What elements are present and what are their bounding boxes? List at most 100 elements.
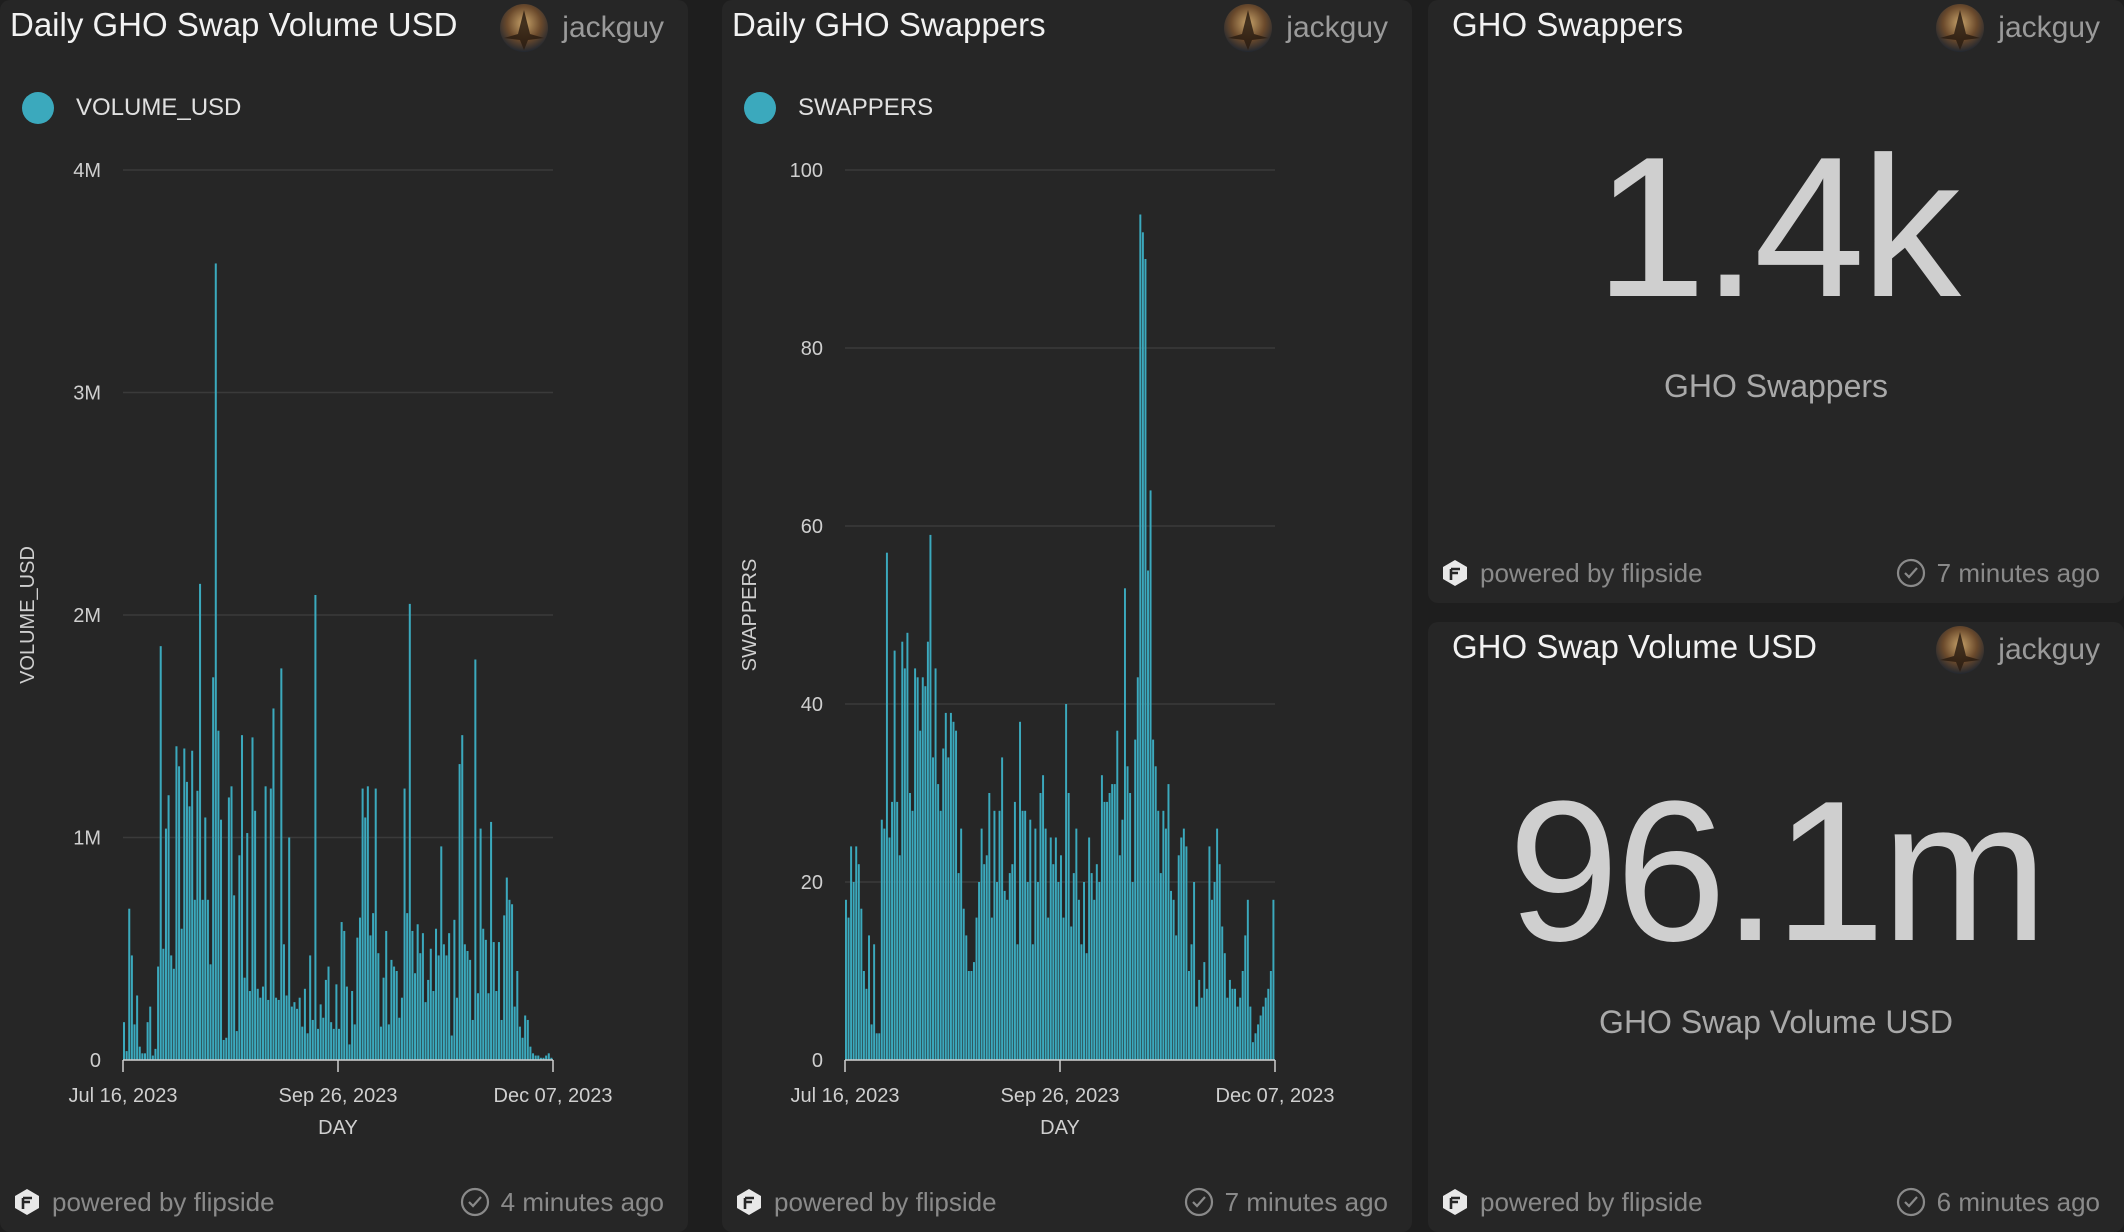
bar [980,828,983,1060]
bar [1144,259,1147,1060]
bar [891,801,894,1060]
bar [455,997,459,1060]
volume-bar-chart[interactable]: 0 1M 2M 3M 4M Jul 16, 2023 Sep 26, 2023 Dec 07,… [0,0,688,1150]
chart-legend[interactable]: VOLUME_USD [22,92,241,124]
bar [164,828,167,1060]
bar [860,908,863,1060]
bar [199,583,202,1060]
bar [893,650,896,1060]
bar [1193,882,1196,1060]
bar [857,864,860,1060]
author[interactable]: jackguy [1936,4,2100,52]
bar [870,1024,873,1060]
bar [1080,944,1083,1060]
bar [1236,1006,1239,1060]
bar [233,895,236,1060]
bar [471,1019,474,1060]
bar [240,735,244,1060]
flipside-logo-icon [1443,1189,1467,1215]
powered-by[interactable]: powered by flipside [734,1187,997,1218]
bar [406,913,409,1060]
author[interactable]: jackguy [1936,626,2100,674]
bar [1019,721,1022,1060]
bar [495,991,498,1060]
bar [513,1006,516,1060]
bar [1054,837,1057,1060]
bar [1008,873,1011,1060]
bar [440,846,443,1060]
bar [1170,890,1173,1060]
bar [143,1053,146,1060]
panel-footer: powered by flipside 4 minutes ago [12,1184,664,1220]
bar [269,788,272,1060]
bar [411,930,414,1060]
bar [862,971,865,1060]
bar [351,991,354,1060]
bar [180,928,183,1060]
bar [345,986,348,1060]
bar [1159,873,1162,1060]
bar [949,712,952,1060]
legend-label: SWAPPERS [798,94,934,121]
bar [466,950,469,1060]
bar [395,971,398,1060]
bar [141,1053,144,1060]
author[interactable]: jackguy [500,4,664,52]
bar [254,810,257,1060]
bar [393,966,396,1060]
bar [1103,801,1106,1060]
bar [1077,899,1080,1060]
bar [484,939,487,1060]
bar [340,922,343,1060]
bar [193,899,196,1060]
powered-by[interactable]: powered by flipside [12,1187,275,1218]
bar [442,944,445,1060]
powered-by[interactable]: powered by flipside [1440,558,1703,589]
bar [400,997,403,1060]
bar [865,988,868,1060]
bar [408,603,411,1061]
bar [445,955,448,1060]
bar [932,757,934,1060]
bar [1021,810,1024,1060]
bar [1241,971,1244,1060]
bar [188,806,191,1060]
bar [521,1037,524,1060]
bar [975,917,978,1060]
bar [1108,793,1111,1060]
bar [1259,1015,1262,1060]
last-updated-text: 7 minutes ago [1936,557,2100,588]
bar [146,1022,149,1060]
bar [251,737,254,1061]
bar [238,855,241,1060]
bar [1154,766,1157,1060]
powered-by-text: powered by flipside [52,1186,275,1217]
bar [309,955,312,1060]
y-tick-label: 0 [90,1050,101,1072]
bar [290,1006,293,1060]
bar [500,1019,503,1060]
check-circle-icon [1184,1187,1213,1217]
author[interactable]: jackguy [1224,4,1388,52]
legend-swatch [744,92,776,124]
chart-legend[interactable]: SWAPPERS [744,92,933,124]
bar [1049,837,1052,1060]
bar [469,959,472,1061]
bar [847,917,850,1060]
bar [366,786,369,1060]
check-circle-icon [460,1187,489,1217]
avatar-icon [1936,4,1985,52]
powered-by[interactable]: powered by flipside [1440,1187,1703,1218]
panel-title: GHO Swappers [1452,6,1684,43]
author-name: jackguy [1286,11,1388,44]
swappers-bar-chart[interactable]: 0 20 40 60 80 100 Jul 16, 2023 Sep 26, 2023 Dec … [722,0,1412,1150]
bar [934,668,937,1060]
bar [996,882,998,1060]
volume-stat-panel: GHO Swap Volume USD jackguy 96.1m GHO Sw… [1428,622,2124,1232]
bar [1175,935,1178,1060]
bar [1098,882,1101,1060]
bar [382,977,385,1060]
bar [497,942,500,1060]
x-axis-title: DAY [1040,1117,1080,1139]
bar [133,1024,136,1060]
